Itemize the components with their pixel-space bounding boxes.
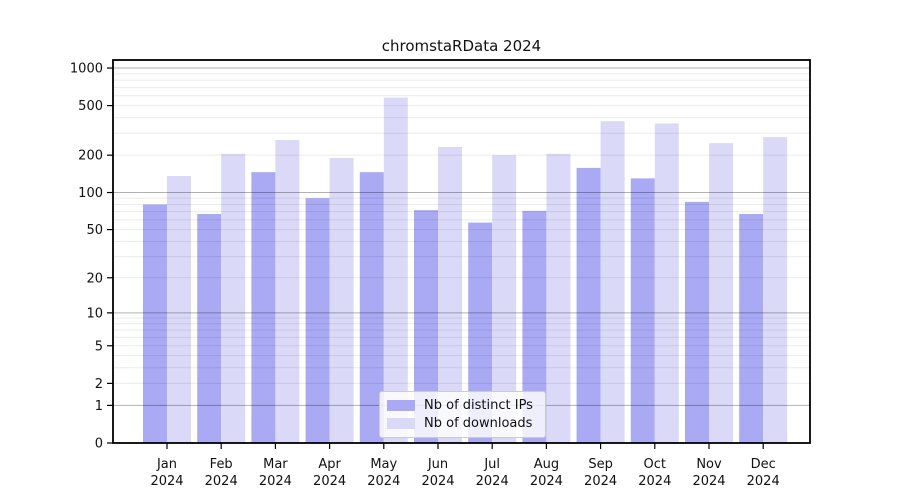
y-tick-label-2: 2 bbox=[95, 377, 103, 392]
y-tick-label-10: 10 bbox=[86, 306, 103, 321]
x-tick-label-year-jan: 2024 bbox=[150, 474, 183, 489]
x-tick-label-month-may: May bbox=[370, 457, 397, 472]
x-tick-label-month-sep: Sep bbox=[588, 457, 613, 472]
bar-nb-of-downloads-apr-2024 bbox=[329, 157, 354, 444]
y-tick-label-1000: 1000 bbox=[70, 62, 103, 77]
y-tick-label-50: 50 bbox=[86, 223, 103, 238]
x-tick-label-year-dec: 2024 bbox=[747, 474, 780, 489]
y-tick-label-20: 20 bbox=[86, 271, 103, 286]
bar-nb-of-distinct-ips-sep-2024 bbox=[576, 167, 601, 443]
x-tick-label-year-nov: 2024 bbox=[692, 474, 725, 489]
bar-nb-of-downloads-sep-2024 bbox=[600, 121, 625, 443]
legend: Nb of distinct IPs Nb of downloads bbox=[379, 391, 546, 438]
y-tick-label-0: 0 bbox=[95, 437, 103, 452]
legend-item-distinct-ips: Nb of distinct IPs bbox=[387, 398, 538, 413]
x-tick-label-month-nov: Nov bbox=[696, 457, 722, 472]
legend-swatch-downloads bbox=[387, 418, 415, 429]
x-tick-label-month-aug: Aug bbox=[534, 457, 559, 472]
bar-nb-of-downloads-feb-2024 bbox=[221, 153, 246, 443]
x-tick-label-month-oct: Oct bbox=[644, 457, 666, 472]
legend-label-downloads: Nb of downloads bbox=[424, 416, 533, 431]
legend-label-distinct-ips: Nb of distinct IPs bbox=[424, 398, 533, 413]
x-tick-label-year-aug: 2024 bbox=[530, 474, 563, 489]
bar-nb-of-downloads-jan-2024 bbox=[167, 175, 191, 443]
x-tick-label-month-jun: Jun bbox=[427, 457, 448, 472]
x-tick-label-month-apr: Apr bbox=[318, 457, 341, 472]
x-tick-label-year-sep: 2024 bbox=[584, 474, 617, 489]
y-tick-label-1: 1 bbox=[95, 399, 103, 414]
chart-title: chromstaRData 2024 bbox=[381, 37, 542, 55]
bar-nb-of-distinct-ips-feb-2024 bbox=[197, 213, 222, 443]
x-tick-label-month-dec: Dec bbox=[751, 457, 776, 472]
plot-border bbox=[112, 59, 811, 444]
bar-nb-of-downloads-mar-2024 bbox=[275, 139, 300, 443]
x-tick-label-year-mar: 2024 bbox=[259, 474, 292, 489]
legend-item-downloads: Nb of downloads bbox=[387, 416, 538, 431]
bar-nb-of-distinct-ips-dec-2024 bbox=[739, 213, 764, 443]
bar-nb-of-downloads-nov-2024 bbox=[709, 143, 733, 443]
bar-nb-of-downloads-oct-2024 bbox=[654, 123, 679, 443]
bar-nb-of-distinct-ips-mar-2024 bbox=[251, 172, 276, 444]
y-tick-label-5: 5 bbox=[95, 339, 103, 354]
bar-nb-of-downloads-aug-2024 bbox=[546, 153, 571, 443]
x-tick-label-month-mar: Mar bbox=[263, 457, 288, 472]
bar-nb-of-distinct-ips-oct-2024 bbox=[630, 178, 655, 443]
x-tick-label-month-jan: Jan bbox=[156, 457, 177, 472]
x-tick-label-month-feb: Feb bbox=[210, 457, 233, 472]
x-tick-label-year-apr: 2024 bbox=[313, 474, 346, 489]
bar-nb-of-downloads-dec-2024 bbox=[763, 136, 788, 444]
legend-swatch-distinct-ips bbox=[387, 400, 415, 411]
y-tick-label-500: 500 bbox=[78, 99, 103, 114]
y-tick-label-200: 200 bbox=[78, 149, 103, 164]
x-tick-label-month-jul: Jul bbox=[483, 457, 500, 472]
x-tick-label-year-oct: 2024 bbox=[638, 474, 671, 489]
bar-nb-of-distinct-ips-apr-2024 bbox=[305, 198, 330, 443]
x-tick-label-year-may: 2024 bbox=[367, 474, 400, 489]
bar-nb-of-distinct-ips-jan-2024 bbox=[143, 204, 167, 443]
x-tick-label-year-jun: 2024 bbox=[421, 474, 454, 489]
x-tick-label-year-jul: 2024 bbox=[476, 474, 509, 489]
x-tick-label-year-feb: 2024 bbox=[205, 474, 238, 489]
bar-nb-of-distinct-ips-nov-2024 bbox=[685, 201, 709, 443]
bar-nb-of-downloads-may-2024 bbox=[383, 97, 408, 443]
y-tick-label-100: 100 bbox=[78, 186, 103, 201]
